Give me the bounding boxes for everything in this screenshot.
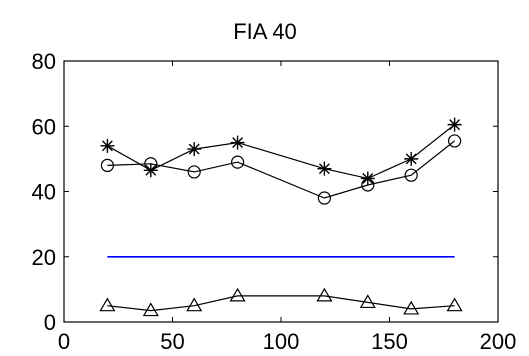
data-point-circle: [404, 168, 418, 182]
data-point-triangle: [359, 294, 376, 309]
data-point-circle: [448, 134, 462, 148]
plot-area: 0 50 100 150 200 0 20 40 60 80: [32, 49, 517, 354]
series-line-1: [107, 124, 455, 180]
series-line-4: [107, 295, 455, 312]
data-point-circle: [187, 165, 201, 179]
x-tick-label: 100: [263, 329, 300, 354]
chart-title: FIA 40: [233, 19, 297, 44]
y-tick-label: 0: [44, 310, 56, 335]
x-tick-label: 150: [371, 329, 408, 354]
data-point-triangle: [229, 287, 246, 302]
data-point-star: [187, 142, 202, 157]
y-tick-label: 60: [32, 114, 56, 139]
data-point-star: [100, 138, 115, 153]
series-line-2: [107, 140, 455, 199]
data-point-triangle: [99, 297, 116, 312]
data-point-star: [230, 135, 245, 150]
x-tick-label: 0: [58, 329, 70, 354]
data-point-triangle: [142, 302, 159, 317]
x-tick-label: 50: [160, 329, 184, 354]
y-tick-label: 80: [32, 49, 56, 74]
data-point-star: [317, 161, 332, 176]
data-point-circle: [361, 178, 375, 192]
data-point-circle: [100, 158, 115, 172]
data-point-triangle: [446, 297, 463, 312]
data-point-star: [447, 117, 462, 132]
data-point-triangle: [186, 297, 203, 312]
y-tick-label: 40: [32, 180, 56, 205]
data-point-circle: [144, 157, 158, 171]
data-point-star: [404, 151, 419, 166]
y-tick-label: 20: [32, 245, 56, 270]
data-point-circle: [231, 155, 245, 169]
x-tick-label: 200: [480, 329, 517, 354]
data-point-circle: [317, 191, 331, 205]
data-point-triangle: [403, 300, 420, 315]
data-point-triangle: [316, 287, 333, 302]
